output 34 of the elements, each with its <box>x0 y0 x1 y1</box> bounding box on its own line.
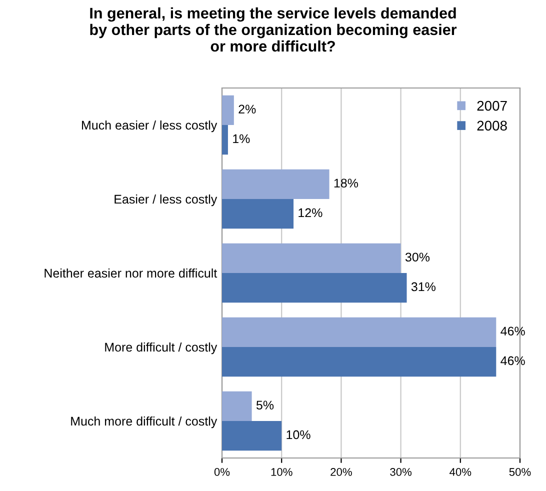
chart-title: In general, is meeting the service levels demanded by other parts of the organization becoming easier or more difficult? <box>90 7 457 52</box>
data-label: 5% <box>256 400 274 410</box>
bar <box>222 391 252 421</box>
bar <box>222 421 282 451</box>
data-label: 10% <box>286 430 310 440</box>
bar <box>222 347 496 377</box>
data-label: 46% <box>500 326 525 336</box>
x-tick-label: 40% <box>450 468 472 476</box>
data-label: 18% <box>334 178 358 188</box>
data-label: 12% <box>298 208 322 218</box>
x-tick-label: 20% <box>330 468 352 476</box>
y-tick-label: More difficult / costly <box>105 342 218 354</box>
data-label: 30% <box>405 252 430 262</box>
bar <box>222 317 496 347</box>
data-label: 46% <box>500 356 525 366</box>
x-tick-label: 30% <box>390 468 412 476</box>
y-tick-label: Easier / less costly <box>114 194 218 206</box>
bar <box>222 273 407 303</box>
legend-label: 2007 <box>477 100 507 111</box>
y-tick-label: Much more difficult / costly <box>71 416 218 428</box>
bar <box>222 95 234 125</box>
x-tick-label: 10% <box>271 468 292 476</box>
x-tick-label: 0% <box>214 468 230 476</box>
bar <box>222 169 330 199</box>
bar <box>222 199 294 229</box>
y-tick-label: Much easier / less costly <box>82 120 218 132</box>
data-label: 1% <box>233 134 250 144</box>
data-label: 2% <box>238 104 256 114</box>
legend-label: 2008 <box>477 120 507 131</box>
x-tick-label: 50% <box>509 468 531 476</box>
bar <box>222 243 401 273</box>
y-tick-label: Neither easier nor more difficult <box>44 268 218 278</box>
bar <box>222 125 228 155</box>
data-label: 31% <box>411 282 436 292</box>
